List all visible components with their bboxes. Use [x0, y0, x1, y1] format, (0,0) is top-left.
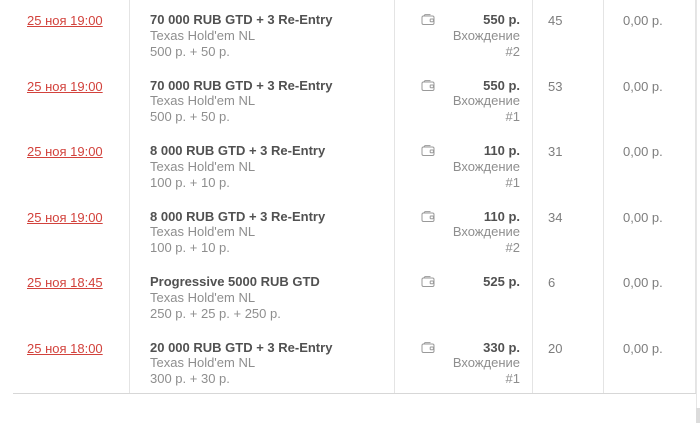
buyin-cell: 330 р. Вхождение #1	[395, 327, 533, 393]
game-type: Texas Hold'em NL	[150, 158, 256, 174]
buyin-cell: 550 р. Вхождение #2	[395, 0, 533, 66]
buyin-structure: 100 р. + 10 р.	[150, 240, 230, 256]
players-count: 20	[548, 340, 563, 356]
game-type: Texas Hold'em NL	[150, 355, 256, 371]
tournament-info-cell: 20 000 RUB GTD + 3 Re-Entry Texas Hold'e…	[130, 327, 395, 393]
buyin-structure: 100 р. + 10 р.	[150, 174, 230, 190]
game-type: Texas Hold'em NL	[150, 93, 256, 109]
start-time-link[interactable]: 25 ноя 19:00	[27, 78, 103, 94]
players-count-cell: 6	[533, 262, 604, 328]
players-count-cell: 45	[533, 0, 604, 66]
table-row[interactable]: 25 ноя 19:00 70 000 RUB GTD + 3 Re-Entry…	[0, 0, 700, 66]
total-cell: 0,00 р.	[604, 196, 696, 262]
wallet-icon	[421, 341, 435, 358]
start-time-link[interactable]: 25 ноя 19:00	[27, 13, 103, 28]
tournament-name: 20 000 RUB GTD + 3 Re-Entry	[150, 339, 333, 355]
total-amount: 0,00 р.	[623, 275, 663, 290]
tournament-info-cell: 8 000 RUB GTD + 3 Re-Entry Texas Hold'em…	[130, 131, 395, 197]
total-amount: 0,00 р.	[623, 340, 663, 356]
total-cell: 0,00 р.	[604, 131, 696, 197]
start-time-link[interactable]: 25 ноя 18:00	[27, 340, 103, 356]
tournament-name: 70 000 RUB GTD + 3 Re-Entry	[150, 77, 333, 93]
buyin-structure: 500 р. + 50 р.	[150, 109, 230, 125]
start-time-cell: 25 ноя 18:00	[0, 327, 130, 393]
table-row[interactable]: 25 ноя 19:00 70 000 RUB GTD + 3 Re-Entry…	[0, 65, 700, 131]
entry-label: Вхождение #2	[452, 27, 520, 59]
start-time-link[interactable]: 25 ноя 18:45	[27, 275, 103, 290]
buyin-amount: 525 р.	[483, 274, 520, 289]
start-time-cell: 25 ноя 19:00	[0, 0, 130, 66]
start-time-link[interactable]: 25 ноя 19:00	[27, 209, 103, 225]
players-count: 45	[548, 13, 563, 28]
total-amount: 0,00 р.	[623, 144, 663, 159]
buyin-amount: 110 р.	[483, 208, 520, 224]
start-time-cell: 25 ноя 19:00	[0, 196, 130, 262]
buyin-amount: 550 р.	[483, 77, 520, 93]
table-row[interactable]: 25 ноя 18:45 Progressive 5000 RUB GTD Te…	[0, 262, 700, 328]
table-row[interactable]: 25 ноя 19:00 8 000 RUB GTD + 3 Re-Entry …	[0, 131, 700, 197]
total-cell: 0,00 р.	[604, 65, 696, 131]
buyin-structure: 250 р. + 25 р. + 250 р.	[150, 305, 281, 321]
entry-label: Вхождение #2	[452, 224, 520, 256]
buyin-cell: 110 р. Вхождение #2	[395, 196, 533, 262]
table-bottom-border	[13, 393, 696, 394]
buyin-cell: 550 р. Вхождение #1	[395, 65, 533, 131]
tournament-name: 70 000 RUB GTD + 3 Re-Entry	[150, 12, 333, 27]
buyin-structure: 500 р. + 50 р.	[150, 43, 230, 59]
tournament-name: 8 000 RUB GTD + 3 Re-Entry	[150, 208, 326, 224]
players-count-cell: 20	[533, 327, 604, 393]
players-count-cell: 34	[533, 196, 604, 262]
wallet-icon	[421, 79, 435, 96]
buyin-cell: 110 р. Вхождение #1	[395, 131, 533, 197]
tournament-name: Progressive 5000 RUB GTD	[150, 274, 320, 289]
scrollbar-track[interactable]	[696, 0, 697, 410]
tournament-name: 8 000 RUB GTD + 3 Re-Entry	[150, 143, 326, 158]
players-count-cell: 31	[533, 131, 604, 197]
tournament-info-cell: 70 000 RUB GTD + 3 Re-Entry Texas Hold'e…	[130, 65, 395, 131]
game-type: Texas Hold'em NL	[150, 289, 256, 305]
total-amount: 0,00 р.	[623, 209, 663, 225]
tournament-info-cell: 70 000 RUB GTD + 3 Re-Entry Texas Hold'e…	[130, 0, 395, 66]
buyin-cell: 525 р.	[395, 262, 533, 328]
buyin-amount: 550 р.	[483, 12, 520, 27]
players-count: 6	[548, 275, 556, 290]
game-type: Texas Hold'em NL	[150, 224, 256, 240]
total-cell: 0,00 р.	[604, 327, 696, 393]
players-count: 53	[548, 78, 563, 94]
wallet-icon	[421, 210, 435, 227]
tournament-table: 25 ноя 19:00 70 000 RUB GTD + 3 Re-Entry…	[0, 0, 700, 393]
table-row[interactable]: 25 ноя 19:00 8 000 RUB GTD + 3 Re-Entry …	[0, 196, 700, 262]
players-count: 34	[548, 209, 563, 225]
total-amount: 0,00 р.	[623, 13, 663, 28]
table-row[interactable]: 25 ноя 18:00 20 000 RUB GTD + 3 Re-Entry…	[0, 327, 700, 393]
buyin-amount: 330 р.	[483, 339, 520, 355]
entry-label: Вхождение #1	[452, 93, 520, 125]
entry-label: Вхождение #1	[452, 158, 520, 190]
buyin-amount: 110 р.	[483, 143, 520, 158]
players-count-cell: 53	[533, 65, 604, 131]
total-amount: 0,00 р.	[623, 78, 663, 94]
entry-label: Вхождение #1	[452, 355, 520, 387]
scrollbar-thumb[interactable]	[696, 408, 700, 423]
start-time-cell: 25 ноя 19:00	[0, 131, 130, 197]
wallet-icon	[421, 13, 435, 30]
buyin-structure: 300 р. + 30 р.	[150, 371, 230, 387]
total-cell: 0,00 р.	[604, 0, 696, 66]
tournament-info-cell: Progressive 5000 RUB GTD Texas Hold'em N…	[130, 262, 395, 328]
players-count: 31	[548, 144, 563, 159]
wallet-icon	[421, 144, 435, 161]
wallet-icon	[421, 275, 435, 292]
total-cell: 0,00 р.	[604, 262, 696, 328]
start-time-cell: 25 ноя 19:00	[0, 65, 130, 131]
start-time-cell: 25 ноя 18:45	[0, 262, 130, 328]
game-type: Texas Hold'em NL	[150, 27, 256, 43]
start-time-link[interactable]: 25 ноя 19:00	[27, 144, 103, 159]
tournament-info-cell: 8 000 RUB GTD + 3 Re-Entry Texas Hold'em…	[130, 196, 395, 262]
